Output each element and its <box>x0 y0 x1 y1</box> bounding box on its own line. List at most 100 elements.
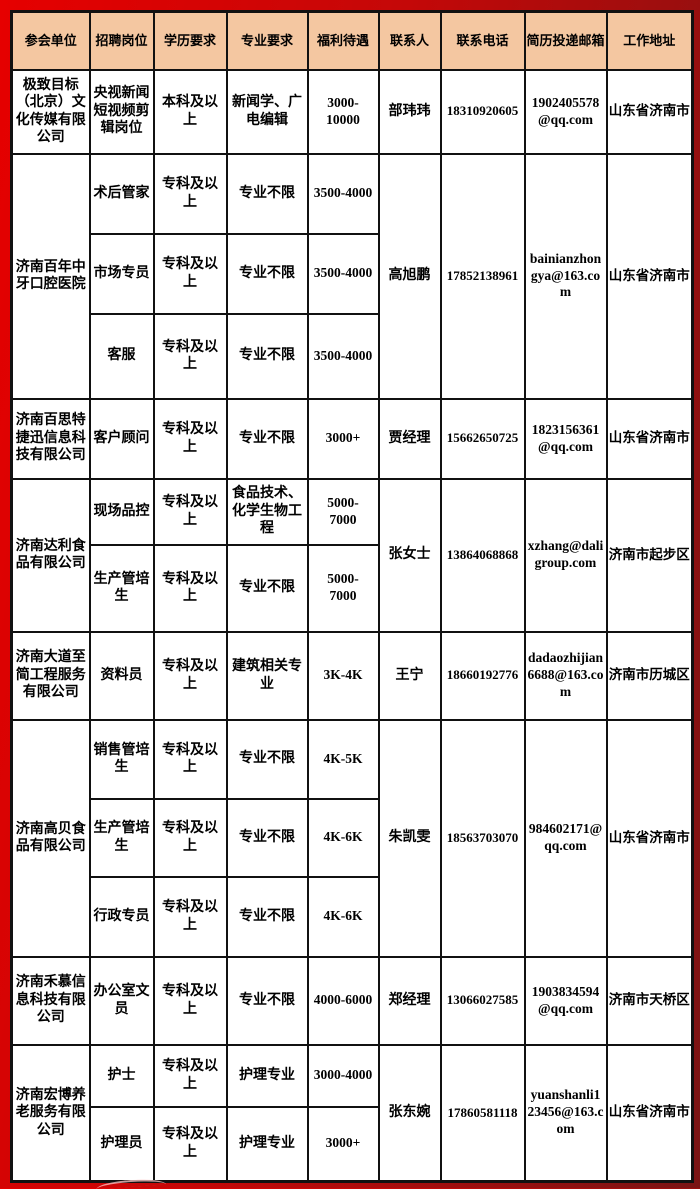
salary-cell: 4K-5K <box>306 718 380 800</box>
email-cell: bainianzhongya@163.com <box>523 152 608 400</box>
table-row: 济南禾慕信息科技有限公司 办公室文员 专科及以上 专业不限 4000-6000 郑经理 13… <box>10 955 694 1046</box>
education-cell: 专科及以上 <box>152 875 228 958</box>
table-row: 行政专员 专科及以上 专业不限 4K-6K <box>12 875 693 958</box>
company-cell: 济南大道至简工程服务有限公司 <box>10 630 91 721</box>
salary-cell: 3500-4000 <box>306 312 380 400</box>
education-cell: 专科及以上 <box>152 718 228 800</box>
header-cell-0: 参会单位 <box>10 10 91 71</box>
position-cell: 客户顾问 <box>88 397 155 480</box>
job-fair-table: 参会单位 招聘岗位 学历要求 专业要求 福利待遇 联系人 联系电话 简历投递邮箱 工作地址 极致… <box>10 10 694 1183</box>
salary-cell: 4K-6K <box>306 875 380 958</box>
header-cell-3: 专业要求 <box>225 10 309 71</box>
major-cell: 专业不限 <box>225 955 309 1046</box>
position-cell: 现场品控 <box>88 477 155 546</box>
salary-cell: 3000+ <box>306 1105 380 1183</box>
contact-cell: 王宁 <box>377 630 442 721</box>
major-cell: 护理专业 <box>225 1105 309 1183</box>
table-row: 护理员 专科及以上 护理专业 3000+ <box>12 1105 693 1183</box>
education-cell: 本科及以上 <box>152 68 228 155</box>
salary-cell: 5000- 7000 <box>306 477 380 546</box>
salary-cell: 3000+ <box>306 397 380 480</box>
email-cell: yuanshanli123456@163.com <box>523 1043 608 1183</box>
contact-cell: 贾经理 <box>377 397 442 480</box>
major-cell: 新闻学、广电编辑 <box>225 68 309 155</box>
major-cell: 专业不限 <box>225 718 309 800</box>
email-cell: 1902405578@qq.com <box>523 68 608 155</box>
header-cell-1: 招聘岗位 <box>88 10 155 71</box>
phone-cell: 18660192776 <box>439 630 526 721</box>
salary-cell: 3000-10000 <box>306 68 380 155</box>
header-cell-7: 简历投递邮箱 <box>523 10 608 71</box>
email-cell: dadaozhijian6688@163.com <box>523 630 608 721</box>
education-cell: 专科及以上 <box>152 955 228 1046</box>
education-cell: 专科及以上 <box>152 1043 228 1108</box>
position-cell: 央视新闻短视频剪辑岗位 <box>88 68 155 155</box>
phone-cell: 13066027585 <box>439 955 526 1046</box>
table-header: 参会单位 招聘岗位 学历要求 专业要求 福利待遇 联系人 联系电话 简历投递邮箱 工作地址 <box>10 10 694 71</box>
table-row: 极致目标（北京）文化传媒有限公司 央视新闻短视频剪辑岗位 本科及以上 新闻学、广电编辑… <box>10 68 694 155</box>
phone-cell: 15662650725 <box>439 397 526 480</box>
position-cell: 生产管培生 <box>88 543 155 633</box>
position-cell: 资料员 <box>88 630 155 721</box>
header-cell-6: 联系电话 <box>439 10 526 71</box>
education-cell: 专科及以上 <box>152 797 228 878</box>
major-cell: 食品技术、化学生物工程 <box>225 477 309 546</box>
table-row: 济南高贝食品有限公司 销售管培生 专科及以上 专业不限 4K-5K 朱凯雯 18563703… <box>10 718 694 958</box>
address-cell: 山东省济南市 <box>605 397 694 480</box>
address-cell: 济南市历城区 <box>605 630 694 721</box>
salary-cell: 3000-4000 <box>306 1043 380 1108</box>
header-row: 参会单位 招聘岗位 学历要求 专业要求 福利待遇 联系人 联系电话 简历投递邮箱 工作地址 <box>10 10 694 71</box>
address-cell: 山东省济南市 <box>605 1043 694 1183</box>
major-cell: 专业不限 <box>225 232 309 315</box>
education-cell: 专科及以上 <box>152 397 228 480</box>
table-row: 济南达利食品有限公司 现场品控 专科及以上 食品技术、化学生物工程 5000- 7000… <box>10 477 694 633</box>
email-cell: 1903834594@qq.com <box>523 955 608 1046</box>
table-row: 客服 专科及以上 专业不限 3500-4000 <box>12 312 693 400</box>
position-cell: 客服 <box>88 312 155 400</box>
education-cell: 专科及以上 <box>152 312 228 400</box>
table-row: 市场专员 专科及以上 专业不限 3500-4000 <box>12 232 693 315</box>
major-cell: 专业不限 <box>225 312 309 400</box>
contact-cell: 朱凯雯 <box>377 718 442 958</box>
job-fair-table-container: 参会单位 招聘岗位 学历要求 专业要求 福利待遇 联系人 联系电话 简历投递邮箱 工作地址 极致… <box>10 10 694 1183</box>
education-cell: 专科及以上 <box>152 543 228 633</box>
table-row: 生产管培生 专科及以上 专业不限 5000- 7000 <box>12 543 693 633</box>
position-cell: 销售管培生 <box>88 718 155 800</box>
company-cell: 济南百年中牙口腔医院 <box>10 152 91 400</box>
education-cell: 专科及以上 <box>152 152 228 235</box>
education-cell: 专科及以上 <box>152 232 228 315</box>
phone-cell: 17852138961 <box>439 152 526 400</box>
address-cell: 山东省济南市 <box>605 718 694 958</box>
contact-cell: 郑经理 <box>377 955 442 1046</box>
table-row: 生产管培生 专科及以上 专业不限 4K-6K <box>12 797 693 878</box>
address-cell: 山东省济南市 <box>605 68 694 155</box>
salary-cell: 5000- 7000 <box>306 543 380 633</box>
company-cell: 济南禾慕信息科技有限公司 <box>10 955 91 1046</box>
company-cell: 极致目标（北京）文化传媒有限公司 <box>10 68 91 155</box>
position-cell: 市场专员 <box>88 232 155 315</box>
company-cell: 济南百思特捷迅信息科技有限公司 <box>10 397 91 480</box>
salary-cell: 3K-4K <box>306 630 380 721</box>
salary-cell: 3500-4000 <box>306 232 380 315</box>
address-cell: 山东省济南市 <box>605 152 694 400</box>
email-cell: 1823156361@qq.com <box>523 397 608 480</box>
salary-cell: 4K-6K <box>306 797 380 878</box>
contact-cell: 张女士 <box>377 477 442 633</box>
position-cell: 行政专员 <box>88 875 155 958</box>
major-cell: 建筑相关专业 <box>225 630 309 721</box>
major-cell: 专业不限 <box>225 543 309 633</box>
address-cell: 济南市天桥区 <box>605 955 694 1046</box>
header-cell-4: 福利待遇 <box>306 10 380 71</box>
table-body: 极致目标（北京）文化传媒有限公司 央视新闻短视频剪辑岗位 本科及以上 新闻学、广电编辑… <box>10 68 694 1183</box>
contact-cell: 部玮玮 <box>377 68 442 155</box>
major-cell: 护理专业 <box>225 1043 309 1108</box>
contact-cell: 张东婉 <box>377 1043 442 1183</box>
header-cell-5: 联系人 <box>377 10 442 71</box>
major-cell: 专业不限 <box>225 152 309 235</box>
company-cell: 济南宏博养老服务有限公司 <box>10 1043 91 1183</box>
header-cell-2: 学历要求 <box>152 10 228 71</box>
phone-cell: 13864068868 <box>439 477 526 633</box>
phone-cell: 17860581118 <box>439 1043 526 1183</box>
education-cell: 专科及以上 <box>152 1105 228 1183</box>
